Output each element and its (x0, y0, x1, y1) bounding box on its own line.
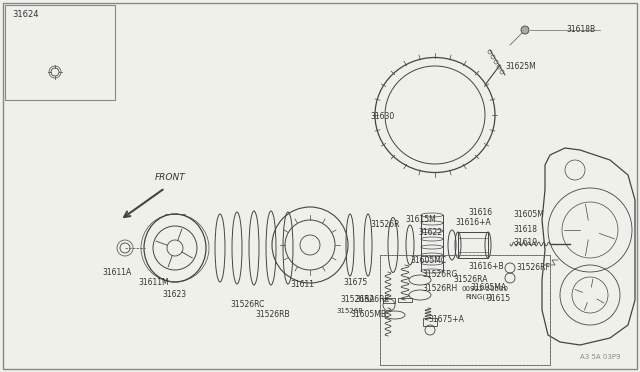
Text: 31615M: 31615M (405, 215, 436, 224)
Text: 31526RH: 31526RH (422, 284, 457, 293)
Bar (380, 255, 550, 365)
Text: 31526RC: 31526RC (230, 300, 264, 309)
Text: 31625M: 31625M (505, 62, 536, 71)
Circle shape (521, 26, 529, 34)
Text: 31611M: 31611M (138, 278, 168, 287)
Text: 31622: 31622 (418, 228, 442, 237)
Text: 31675+A: 31675+A (428, 315, 464, 324)
Text: RING(1): RING(1) (465, 294, 492, 301)
Text: 31616+B: 31616+B (468, 262, 504, 271)
Text: 31526RF: 31526RF (516, 263, 550, 272)
Text: 31611A: 31611A (102, 268, 131, 277)
Text: 31616: 31616 (468, 208, 492, 217)
Bar (458, 232, 488, 258)
Text: 31605MB: 31605MB (350, 310, 386, 319)
Text: 31618B: 31618B (567, 25, 596, 34)
Bar (383, 298, 395, 303)
Text: 31605MC: 31605MC (410, 256, 446, 265)
Text: 31605M: 31605M (513, 210, 544, 219)
Bar (398, 298, 412, 302)
Text: 31526R: 31526R (370, 220, 399, 229)
Text: 31526RA: 31526RA (340, 295, 374, 304)
Text: 31616+A: 31616+A (455, 218, 491, 227)
Text: FRONT: FRONT (155, 173, 186, 182)
Bar (5, 5, 115, 100)
Text: 31619: 31619 (513, 238, 537, 247)
Text: 31605MA: 31605MA (470, 283, 506, 292)
Text: 31526R: 31526R (337, 308, 364, 314)
Text: 31611: 31611 (290, 280, 314, 289)
Text: 31526RA: 31526RA (453, 275, 488, 284)
Bar (423, 318, 437, 326)
Text: 00922-50500: 00922-50500 (462, 286, 509, 292)
Text: 31624: 31624 (12, 10, 38, 19)
Text: 31526RB: 31526RB (255, 310, 290, 319)
Text: 31526RE: 31526RE (355, 295, 389, 304)
Text: 31526RG: 31526RG (422, 270, 458, 279)
Text: 31630: 31630 (370, 112, 394, 121)
Text: 31675: 31675 (344, 278, 368, 287)
Text: 31618: 31618 (513, 225, 537, 234)
Bar (380, 255, 550, 365)
Text: A3 5A 03P9: A3 5A 03P9 (579, 354, 620, 360)
Text: 31615: 31615 (486, 294, 510, 303)
Text: 31623: 31623 (162, 290, 186, 299)
